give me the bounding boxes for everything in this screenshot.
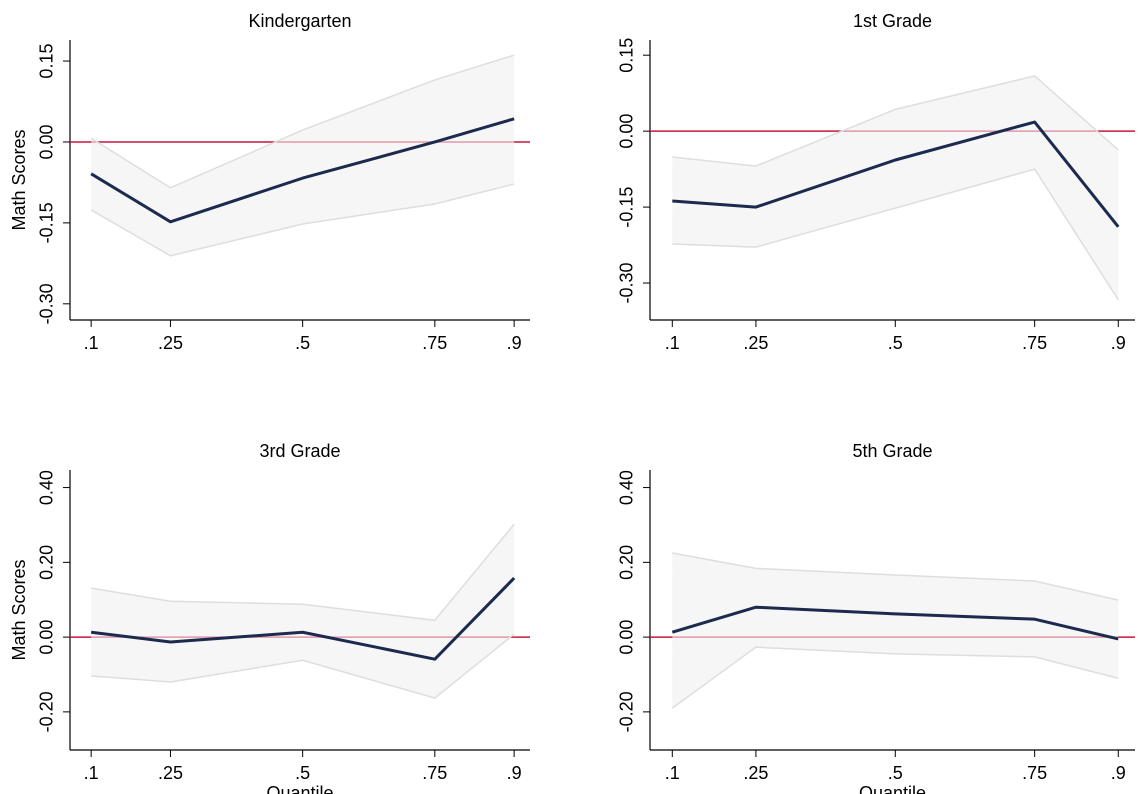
x-tick-label: .1 — [84, 333, 99, 353]
y-tick-label: 0.15 — [617, 38, 637, 73]
ci-lower — [672, 168, 1119, 301]
ci-upper — [90, 54, 515, 189]
x-tick-label: .75 — [1022, 763, 1047, 783]
x-tick-label: .9 — [507, 333, 522, 353]
y-tick-label: 0.40 — [617, 470, 637, 505]
confidence-band — [672, 552, 1119, 709]
y-tick-label: -0.15 — [37, 202, 57, 243]
x-tick-label: .75 — [1022, 333, 1047, 353]
y-tick-label: 0.00 — [617, 114, 637, 149]
x-tick-label: .75 — [422, 333, 447, 353]
x-tick-label: .9 — [507, 763, 522, 783]
x-tick-label: .25 — [158, 333, 183, 353]
ci-upper — [672, 75, 1119, 167]
y-tick-label: 0.20 — [617, 545, 637, 580]
ci-lower — [91, 633, 515, 699]
x-tick-label: .25 — [743, 763, 768, 783]
ci-upper — [672, 552, 1119, 601]
x-tick-label: .1 — [665, 333, 680, 353]
x-axis-label: Quantile — [859, 783, 926, 794]
y-axis-label: Math Scores — [9, 559, 29, 660]
x-axis-label: Quantile — [266, 783, 333, 794]
confidence-band — [91, 55, 515, 256]
x-tick-label: .5 — [295, 763, 310, 783]
x-tick-label: .9 — [1111, 333, 1126, 353]
y-axis-label: Math Scores — [9, 129, 29, 230]
x-tick-label: .25 — [158, 763, 183, 783]
y-tick-label: 0.15 — [37, 44, 57, 79]
y-tick-label: -0.15 — [617, 187, 637, 228]
x-tick-label: .9 — [1111, 763, 1126, 783]
ci-upper — [91, 523, 515, 622]
y-tick-label: -0.30 — [37, 283, 57, 324]
estimate-line — [671, 605, 1119, 641]
ci-lower — [90, 183, 515, 257]
estimate-line — [90, 117, 515, 224]
ci-lower — [671, 646, 1119, 709]
x-tick-label: .5 — [295, 333, 310, 353]
x-tick-label: .25 — [743, 333, 768, 353]
y-tick-label: 0.40 — [37, 470, 57, 505]
panel-title: 1st Grade — [853, 11, 932, 31]
y-tick-label: 0.00 — [617, 620, 637, 655]
panel-title: 3rd Grade — [259, 441, 340, 461]
x-tick-label: .1 — [84, 763, 99, 783]
confidence-band — [91, 524, 515, 699]
y-tick-label: -0.20 — [37, 691, 57, 732]
y-tick-label: -0.30 — [617, 263, 637, 304]
panel-title: 5th Grade — [852, 441, 932, 461]
confidence-band — [672, 75, 1119, 300]
x-tick-label: .5 — [888, 763, 903, 783]
y-tick-label: 0.20 — [37, 545, 57, 580]
panel-title: Kindergarten — [248, 11, 351, 31]
y-tick-label: 0.00 — [37, 124, 57, 159]
estimate-line — [90, 576, 516, 661]
x-tick-label: .75 — [422, 763, 447, 783]
x-tick-label: .1 — [665, 763, 680, 783]
x-tick-label: .5 — [888, 333, 903, 353]
y-tick-label: 0.00 — [37, 620, 57, 655]
y-tick-label: -0.20 — [617, 691, 637, 732]
estimate-line — [672, 120, 1120, 228]
